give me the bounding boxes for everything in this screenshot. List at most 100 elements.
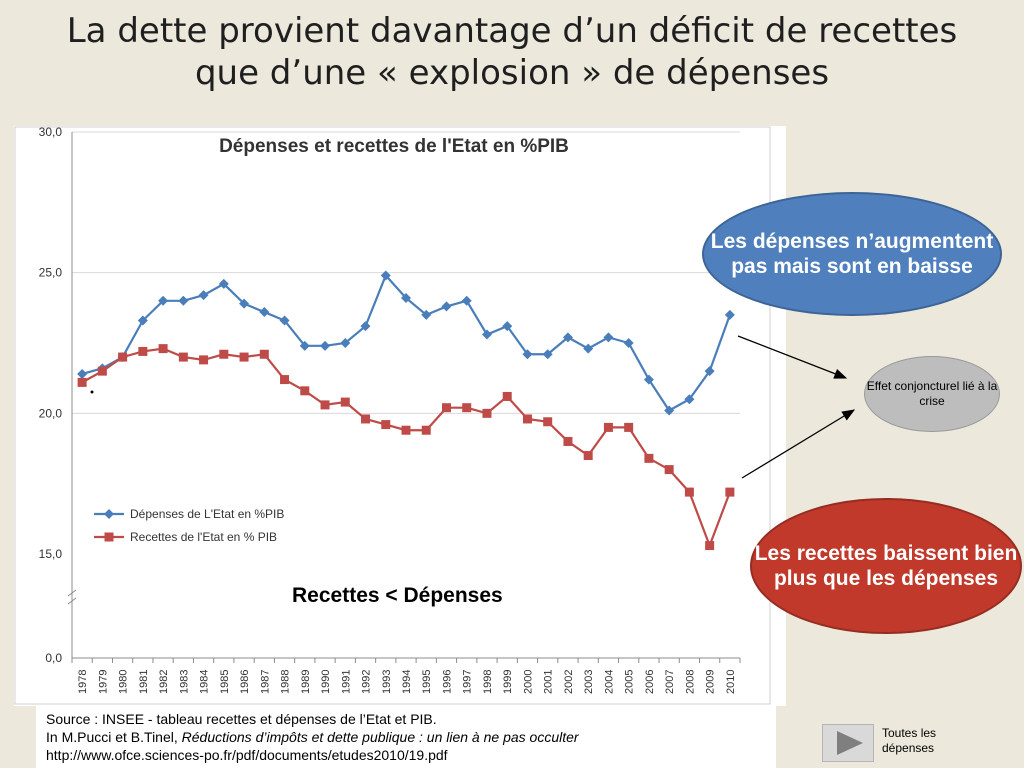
axis-break-mark <box>67 597 77 605</box>
chart-title: Dépenses et recettes de l'Etat en %PIB <box>219 136 569 157</box>
data-point-depenses <box>198 290 209 301</box>
chart-border <box>14 126 771 705</box>
data-point-recettes <box>280 375 290 385</box>
x-tick-label: 2000 <box>522 670 534 694</box>
data-point-depenses <box>158 295 169 306</box>
x-tick-label: 1993 <box>381 670 393 694</box>
data-point-depenses <box>664 405 675 416</box>
data-point-depenses <box>340 338 351 348</box>
data-point-depenses <box>542 349 553 360</box>
data-point-recettes <box>138 346 148 356</box>
x-tick-label: 1986 <box>239 670 251 694</box>
slide-title-line2: que d’une « explosion » de dépenses <box>194 53 830 93</box>
legend-marker <box>104 532 114 542</box>
data-point-recettes <box>441 403 451 413</box>
data-point-depenses <box>259 307 270 318</box>
x-tick-label: 1996 <box>441 670 453 694</box>
data-point-recettes <box>219 349 229 359</box>
x-tick-label: 2004 <box>603 670 615 694</box>
x-tick-label: 2010 <box>725 670 737 694</box>
data-point-recettes <box>300 386 310 396</box>
data-point-depenses <box>623 338 634 348</box>
data-point-recettes <box>644 453 654 463</box>
data-point-depenses <box>380 270 391 281</box>
data-point-depenses <box>502 321 513 332</box>
x-tick-label: 2003 <box>583 670 595 694</box>
x-tick-label: 1985 <box>219 670 231 694</box>
source-line2-prefix: In M.Pucci et B.Tinel, <box>46 729 182 745</box>
x-tick-label: 1987 <box>259 670 271 694</box>
data-point-recettes <box>502 391 512 401</box>
data-point-recettes <box>401 425 411 435</box>
x-tick-label: 1991 <box>340 670 352 694</box>
x-tick-label: 2006 <box>644 670 656 694</box>
data-point-depenses <box>178 295 189 306</box>
callout-effet-text: Effet conjoncturel lié à la crise <box>866 379 998 408</box>
legend-label: Dépenses de L'Etat en %PIB <box>130 507 284 521</box>
x-tick-label: 1980 <box>118 670 130 694</box>
x-tick-label: 1981 <box>138 670 150 694</box>
data-point-depenses <box>583 343 594 354</box>
chart-panel: Dépenses et recettes de l'Etat en %PIB 30… <box>14 126 786 706</box>
data-point-depenses <box>137 315 148 326</box>
data-point-recettes <box>664 465 674 475</box>
data-point-recettes <box>320 400 330 410</box>
stray-dot <box>90 390 94 394</box>
data-point-depenses <box>522 349 533 360</box>
data-point-recettes <box>259 349 269 359</box>
data-point-depenses <box>360 321 371 332</box>
data-point-depenses <box>218 278 229 289</box>
x-tick-label: 2007 <box>664 670 676 694</box>
data-point-recettes <box>603 422 613 432</box>
data-point-recettes <box>178 352 188 362</box>
data-point-recettes <box>522 414 532 424</box>
y-tick-label: 20,0 <box>39 406 63 420</box>
data-point-recettes <box>97 366 107 376</box>
data-point-recettes <box>684 487 694 497</box>
data-point-recettes <box>482 408 492 418</box>
x-tick-label: 1984 <box>199 670 211 694</box>
data-point-recettes <box>158 344 168 354</box>
data-point-depenses <box>421 309 432 320</box>
data-point-recettes <box>239 352 249 362</box>
next-slide-button[interactable] <box>822 724 874 762</box>
nav-label: Toutes les dépenses <box>882 726 937 755</box>
data-point-depenses <box>77 368 88 379</box>
x-tick-label: 2008 <box>684 670 696 694</box>
data-point-recettes <box>361 414 371 424</box>
callout-depenses: Les dépenses n’augmentent pas mais sont … <box>702 192 1002 316</box>
legend-marker <box>104 509 114 519</box>
data-point-depenses <box>643 374 654 385</box>
source-title: Réductions d’impôts et dette publique : … <box>181 729 579 745</box>
x-tick-label: 1989 <box>300 670 312 694</box>
x-tick-label: 1982 <box>158 670 170 694</box>
data-point-depenses <box>239 298 250 309</box>
data-point-recettes <box>381 420 391 430</box>
callout-recettes-text: Les recettes baissent bien plus que les … <box>754 542 1018 590</box>
legend-label: Recettes de l'Etat en % PIB <box>130 530 277 544</box>
callout-recettes: Les recettes baissent bien plus que les … <box>750 498 1022 634</box>
data-point-recettes <box>421 425 431 435</box>
source-line1: Source : INSEE - tableau recettes et dép… <box>46 711 437 727</box>
x-tick-label: 1994 <box>401 670 413 694</box>
x-tick-label: 1999 <box>502 670 514 694</box>
source-line2: In M.Pucci et B.Tinel, Réductions d’impô… <box>46 728 766 746</box>
play-icon <box>837 731 863 755</box>
data-point-depenses <box>603 332 614 343</box>
data-point-depenses <box>684 394 695 405</box>
x-tick-label: 1978 <box>77 670 89 694</box>
data-point-depenses <box>461 295 472 306</box>
data-point-recettes <box>705 541 715 551</box>
x-tick-label: 1998 <box>482 670 494 694</box>
x-tick-label: 1997 <box>462 670 474 694</box>
data-point-depenses <box>320 340 331 351</box>
y-tick-label: 0,0 <box>45 651 62 665</box>
x-tick-label: 1979 <box>97 670 109 694</box>
x-tick-label: 1992 <box>361 670 373 694</box>
slide-title: La dette provient davantage d’un déficit… <box>0 10 1024 94</box>
x-tick-label: 2005 <box>624 670 636 694</box>
data-point-recettes <box>199 355 209 365</box>
slide-title-line1: La dette provient davantage d’un déficit… <box>66 11 958 51</box>
x-tick-label: 1995 <box>421 670 433 694</box>
data-point-depenses <box>441 301 452 312</box>
